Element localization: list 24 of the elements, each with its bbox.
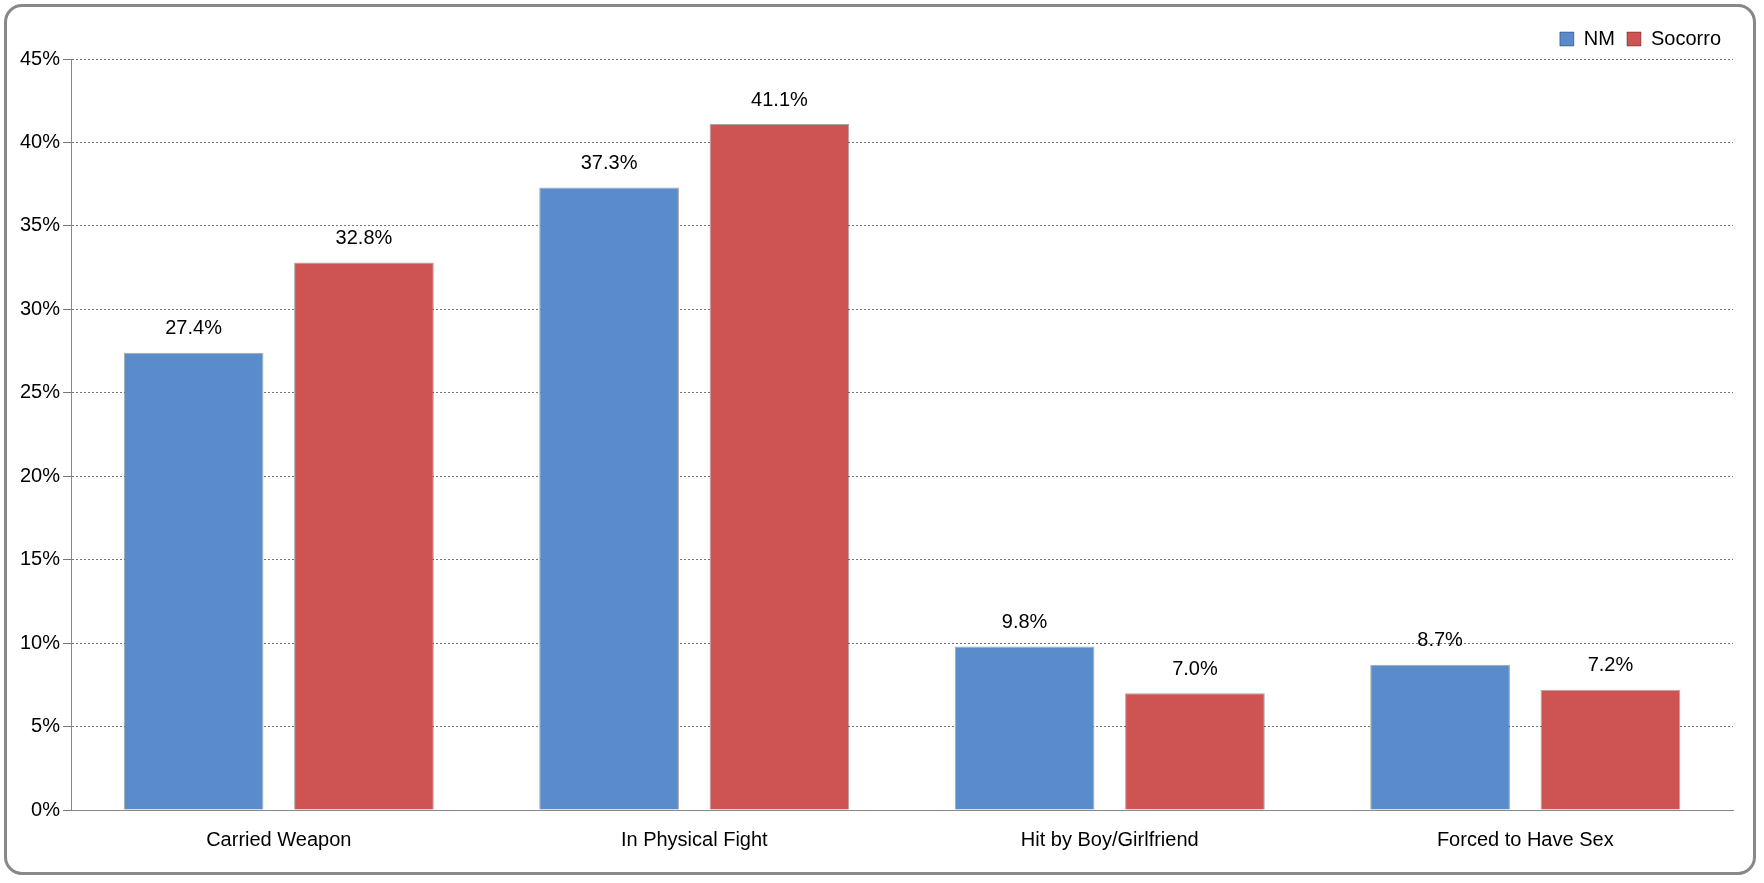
y-tick-label: 20% [20,463,61,486]
y-tick-label: 45% [20,46,61,69]
y-tick-label: 30% [20,296,61,319]
data-label: 27.4% [165,316,223,339]
y-tick-label: 10% [20,630,61,653]
x-tick-label: Forced to Have Sex [1436,827,1614,850]
y-tick-label: 0% [31,797,61,820]
x-tick-label: Carried Weapon [206,827,352,850]
x-tick-label: Hit by Boy/Girlfriend [1020,827,1199,850]
y-tick-label: 40% [20,129,61,152]
data-label: 41.1% [751,87,809,110]
legend-label: Socorro [1650,26,1721,49]
x-tick-label: In Physical Fight [620,827,769,850]
data-label: 9.8% [1001,609,1048,632]
data-label: 32.8% [335,226,393,249]
data-label: 7.0% [1172,656,1218,679]
y-tick-label: 35% [20,213,61,236]
data-label: 7.2% [1587,653,1634,676]
y-tick-label: 25% [20,380,61,403]
data-label: 37.3% [580,151,638,174]
y-tick-label: 15% [20,547,61,570]
y-tick-label: 5% [31,714,61,737]
legend-label: NM [1583,26,1615,49]
data-label: 8.7% [1417,628,1464,651]
